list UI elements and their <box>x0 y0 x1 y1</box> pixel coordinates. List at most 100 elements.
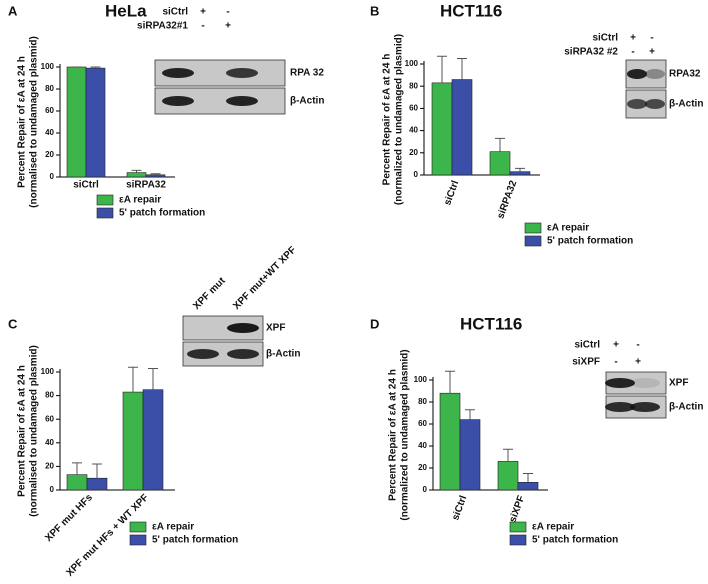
panel-label: C <box>8 316 18 331</box>
condition-sign: - <box>614 357 617 368</box>
chart-title: HeLa <box>105 1 147 20</box>
blot-band <box>627 99 647 109</box>
error-bar <box>148 367 158 390</box>
legend-label: εA repair <box>532 522 574 533</box>
condition-sign: + <box>635 357 641 368</box>
chart-title: HCT116 <box>440 1 502 20</box>
error-bar <box>150 173 161 175</box>
condition-sign: - <box>201 21 204 32</box>
legend-swatch <box>524 235 542 247</box>
blot-band <box>627 69 647 79</box>
y-tick-label: 20 <box>45 150 54 159</box>
blot-band <box>187 349 219 359</box>
protein-label: RPA 32 <box>290 68 324 79</box>
y-tick-label: 20 <box>418 463 427 472</box>
lane-label: XPF mut+WT XPF <box>231 245 298 312</box>
error-bar <box>128 366 138 393</box>
y-tick-label: 40 <box>418 441 427 450</box>
bar <box>451 79 473 176</box>
blot-band <box>226 96 258 106</box>
y-tick-label: 40 <box>45 128 54 137</box>
error-bar <box>90 66 101 69</box>
y-tick-label: 0 <box>423 485 428 494</box>
legend-label: εA repair <box>547 223 589 234</box>
condition-sign: + <box>649 47 655 58</box>
condition-label: siCtrl <box>574 340 600 351</box>
blot-band <box>605 402 635 412</box>
y-tick-label: 100 <box>41 367 55 376</box>
y-tick-label: 20 <box>45 462 54 471</box>
y-tick-label: 80 <box>45 391 54 400</box>
y-axis-label: (normalized to undamaged plasmid) <box>400 349 411 520</box>
y-tick-label: 0 <box>50 172 55 181</box>
condition-sign: - <box>650 33 653 44</box>
bar <box>431 82 453 176</box>
panel-label: D <box>370 316 379 331</box>
x-tick-label: siRPA32 <box>495 179 519 221</box>
y-axis-label: Percent Repair of εA at 24 h <box>17 365 28 497</box>
protein-label: XPF <box>266 323 285 334</box>
legend-swatch <box>524 222 542 234</box>
bar <box>439 392 461 491</box>
condition-label: siCtrl <box>592 33 618 44</box>
y-tick-label: 60 <box>45 106 54 115</box>
bar <box>66 66 87 178</box>
condition-sign: - <box>226 7 229 18</box>
blot-band <box>630 378 660 388</box>
blot-band <box>645 99 665 109</box>
y-axis-label: Percent Repair of εA at 24 h <box>388 369 399 501</box>
bar <box>66 474 88 491</box>
error-bar <box>515 167 525 172</box>
y-tick-label: 60 <box>418 419 427 428</box>
error-bar <box>445 370 455 394</box>
bar <box>85 67 106 178</box>
panel-label: A <box>8 3 18 18</box>
y-tick-label: 80 <box>409 81 418 90</box>
protein-label: β-Actin <box>669 402 703 413</box>
error-bar <box>523 473 533 483</box>
legend-swatch <box>129 521 147 533</box>
y-axis-label: Percent Repair of εA at 24 h <box>382 54 393 186</box>
x-tick-label: siCtrl <box>73 180 99 191</box>
legend-swatch <box>509 534 527 546</box>
error-bar <box>503 448 513 462</box>
x-tick-label: XPF mut HFs <box>43 492 95 544</box>
error-bar <box>131 169 142 173</box>
y-axis-label: (normalised to undamaged plasmid) <box>29 36 40 208</box>
bar <box>509 171 531 176</box>
condition-sign: + <box>225 21 231 32</box>
x-tick-label: siCtrl <box>442 179 461 207</box>
legend-swatch <box>129 534 147 546</box>
condition-sign: + <box>613 340 619 351</box>
condition-sign: - <box>631 47 634 58</box>
y-tick-label: 40 <box>45 438 54 447</box>
legend-swatch <box>96 207 114 219</box>
y-tick-label: 100 <box>41 62 55 71</box>
blot-band <box>645 69 665 79</box>
condition-sign: - <box>636 340 639 351</box>
protein-label: β-Actin <box>266 349 300 360</box>
y-axis-label: (normalized to undamaged plasmid) <box>394 34 405 205</box>
bar <box>489 151 511 176</box>
legend-swatch <box>96 194 114 206</box>
y-tick-label: 0 <box>414 170 419 179</box>
condition-label: siCtrl <box>162 7 188 18</box>
x-tick-label: siCtrl <box>450 494 469 522</box>
error-bar <box>437 55 447 83</box>
y-tick-label: 0 <box>50 485 55 494</box>
y-tick-label: 100 <box>414 375 428 384</box>
error-bar <box>72 462 82 475</box>
condition-label: siRPA32#1 <box>137 21 188 32</box>
condition-label: siXPF <box>572 357 600 368</box>
protein-label: β-Actin <box>290 96 324 107</box>
error-bar <box>92 463 102 479</box>
error-bar <box>495 137 505 152</box>
legend-label: 5' patch formation <box>152 535 238 546</box>
error-bar <box>457 57 467 80</box>
blot-band <box>162 68 194 78</box>
condition-sign: + <box>200 7 206 18</box>
bar <box>145 174 166 178</box>
blot-band <box>227 323 259 333</box>
x-tick-label: siRPA32 <box>126 180 166 191</box>
